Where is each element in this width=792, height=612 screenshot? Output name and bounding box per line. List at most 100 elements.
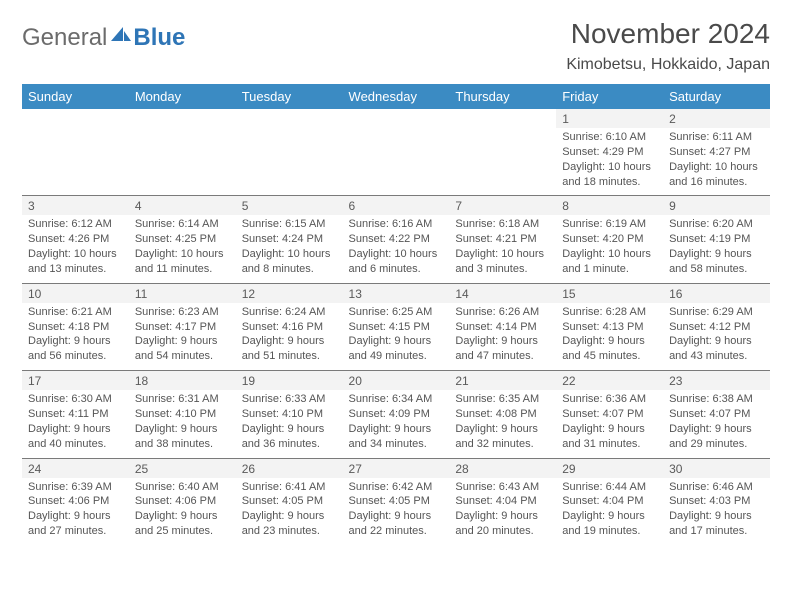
- sunrise-text: Sunrise: 6:46 AM: [669, 480, 764, 495]
- day-cell: Sunrise: 6:15 AMSunset: 4:24 PMDaylight:…: [236, 215, 343, 283]
- day-cell: Sunrise: 6:30 AMSunset: 4:11 PMDaylight:…: [22, 390, 129, 458]
- sunset-text: Sunset: 4:24 PM: [242, 232, 337, 247]
- sunrise-text: Sunrise: 6:42 AM: [349, 480, 444, 495]
- sunrise-text: Sunrise: 6:18 AM: [455, 217, 550, 232]
- daylight-text: Daylight: 9 hours and 27 minutes.: [28, 509, 123, 539]
- day-number: 30: [663, 458, 770, 478]
- sunrise-text: Sunrise: 6:12 AM: [28, 217, 123, 232]
- day-number: 1: [556, 109, 663, 128]
- sunrise-text: Sunrise: 6:41 AM: [242, 480, 337, 495]
- sunrise-text: Sunrise: 6:29 AM: [669, 305, 764, 320]
- daylight-text: Daylight: 9 hours and 29 minutes.: [669, 422, 764, 452]
- day-cell: Sunrise: 6:25 AMSunset: 4:15 PMDaylight:…: [343, 303, 450, 371]
- month-title: November 2024: [566, 18, 770, 50]
- daylight-text: Daylight: 10 hours and 6 minutes.: [349, 247, 444, 277]
- week-numrow: 17181920212223: [22, 371, 770, 391]
- day-number: 21: [449, 371, 556, 391]
- daylight-text: Daylight: 10 hours and 13 minutes.: [28, 247, 123, 277]
- day-number: 19: [236, 371, 343, 391]
- sunrise-text: Sunrise: 6:24 AM: [242, 305, 337, 320]
- dayhead-sun: Sunday: [22, 84, 129, 109]
- dayhead-thu: Thursday: [449, 84, 556, 109]
- day-number: 12: [236, 283, 343, 303]
- daylight-text: Daylight: 9 hours and 36 minutes.: [242, 422, 337, 452]
- sunrise-text: Sunrise: 6:10 AM: [562, 130, 657, 145]
- day-cell: Sunrise: 6:20 AMSunset: 4:19 PMDaylight:…: [663, 215, 770, 283]
- day-cell: Sunrise: 6:16 AMSunset: 4:22 PMDaylight:…: [343, 215, 450, 283]
- day-cell: [129, 128, 236, 196]
- day-number: 29: [556, 458, 663, 478]
- sunset-text: Sunset: 4:07 PM: [669, 407, 764, 422]
- day-number: 25: [129, 458, 236, 478]
- day-number: 13: [343, 283, 450, 303]
- day-cell: Sunrise: 6:43 AMSunset: 4:04 PMDaylight:…: [449, 478, 556, 545]
- sunset-text: Sunset: 4:18 PM: [28, 320, 123, 335]
- daylight-text: Daylight: 9 hours and 25 minutes.: [135, 509, 230, 539]
- day-cell: Sunrise: 6:29 AMSunset: 4:12 PMDaylight:…: [663, 303, 770, 371]
- week-bodyrow: Sunrise: 6:12 AMSunset: 4:26 PMDaylight:…: [22, 215, 770, 283]
- sunset-text: Sunset: 4:05 PM: [349, 494, 444, 509]
- sunset-text: Sunset: 4:21 PM: [455, 232, 550, 247]
- day-number: [449, 109, 556, 128]
- day-number: [22, 109, 129, 128]
- daylight-text: Daylight: 9 hours and 58 minutes.: [669, 247, 764, 277]
- brand-part2: Blue: [133, 24, 185, 52]
- sunset-text: Sunset: 4:05 PM: [242, 494, 337, 509]
- dayhead-tue: Tuesday: [236, 84, 343, 109]
- day-number: 20: [343, 371, 450, 391]
- day-number: 27: [343, 458, 450, 478]
- week-numrow: 3456789: [22, 196, 770, 216]
- day-number: 6: [343, 196, 450, 216]
- day-cell: Sunrise: 6:19 AMSunset: 4:20 PMDaylight:…: [556, 215, 663, 283]
- daylight-text: Daylight: 9 hours and 49 minutes.: [349, 334, 444, 364]
- daylight-text: Daylight: 10 hours and 11 minutes.: [135, 247, 230, 277]
- sunrise-text: Sunrise: 6:26 AM: [455, 305, 550, 320]
- day-number: 2: [663, 109, 770, 128]
- sunrise-text: Sunrise: 6:28 AM: [562, 305, 657, 320]
- dayhead-mon: Monday: [129, 84, 236, 109]
- week-bodyrow: Sunrise: 6:21 AMSunset: 4:18 PMDaylight:…: [22, 303, 770, 371]
- sunrise-text: Sunrise: 6:30 AM: [28, 392, 123, 407]
- day-cell: Sunrise: 6:12 AMSunset: 4:26 PMDaylight:…: [22, 215, 129, 283]
- day-number: 8: [556, 196, 663, 216]
- day-number: 11: [129, 283, 236, 303]
- day-number: [129, 109, 236, 128]
- sunset-text: Sunset: 4:09 PM: [349, 407, 444, 422]
- sunset-text: Sunset: 4:13 PM: [562, 320, 657, 335]
- sunrise-text: Sunrise: 6:38 AM: [669, 392, 764, 407]
- sunset-text: Sunset: 4:12 PM: [669, 320, 764, 335]
- daylight-text: Daylight: 9 hours and 32 minutes.: [455, 422, 550, 452]
- sunset-text: Sunset: 4:22 PM: [349, 232, 444, 247]
- day-cell: Sunrise: 6:21 AMSunset: 4:18 PMDaylight:…: [22, 303, 129, 371]
- day-number: 24: [22, 458, 129, 478]
- day-cell: Sunrise: 6:34 AMSunset: 4:09 PMDaylight:…: [343, 390, 450, 458]
- day-cell: Sunrise: 6:11 AMSunset: 4:27 PMDaylight:…: [663, 128, 770, 196]
- sunrise-text: Sunrise: 6:40 AM: [135, 480, 230, 495]
- week-numrow: 12: [22, 109, 770, 128]
- daylight-text: Daylight: 10 hours and 18 minutes.: [562, 160, 657, 190]
- daylight-text: Daylight: 9 hours and 43 minutes.: [669, 334, 764, 364]
- day-cell: Sunrise: 6:42 AMSunset: 4:05 PMDaylight:…: [343, 478, 450, 545]
- day-number: [236, 109, 343, 128]
- week-bodyrow: Sunrise: 6:39 AMSunset: 4:06 PMDaylight:…: [22, 478, 770, 545]
- sunset-text: Sunset: 4:29 PM: [562, 145, 657, 160]
- day-cell: Sunrise: 6:31 AMSunset: 4:10 PMDaylight:…: [129, 390, 236, 458]
- sunset-text: Sunset: 4:20 PM: [562, 232, 657, 247]
- daylight-text: Daylight: 9 hours and 34 minutes.: [349, 422, 444, 452]
- day-number: 4: [129, 196, 236, 216]
- sunset-text: Sunset: 4:04 PM: [455, 494, 550, 509]
- sunrise-text: Sunrise: 6:39 AM: [28, 480, 123, 495]
- day-number: 22: [556, 371, 663, 391]
- sunset-text: Sunset: 4:19 PM: [669, 232, 764, 247]
- sunset-text: Sunset: 4:07 PM: [562, 407, 657, 422]
- daylight-text: Daylight: 9 hours and 38 minutes.: [135, 422, 230, 452]
- day-number: 9: [663, 196, 770, 216]
- sunset-text: Sunset: 4:06 PM: [28, 494, 123, 509]
- week-bodyrow: Sunrise: 6:10 AMSunset: 4:29 PMDaylight:…: [22, 128, 770, 196]
- day-cell: Sunrise: 6:23 AMSunset: 4:17 PMDaylight:…: [129, 303, 236, 371]
- day-cell: Sunrise: 6:24 AMSunset: 4:16 PMDaylight:…: [236, 303, 343, 371]
- sunrise-text: Sunrise: 6:35 AM: [455, 392, 550, 407]
- calendar-table: Sunday Monday Tuesday Wednesday Thursday…: [22, 84, 770, 545]
- sunset-text: Sunset: 4:08 PM: [455, 407, 550, 422]
- sunrise-text: Sunrise: 6:16 AM: [349, 217, 444, 232]
